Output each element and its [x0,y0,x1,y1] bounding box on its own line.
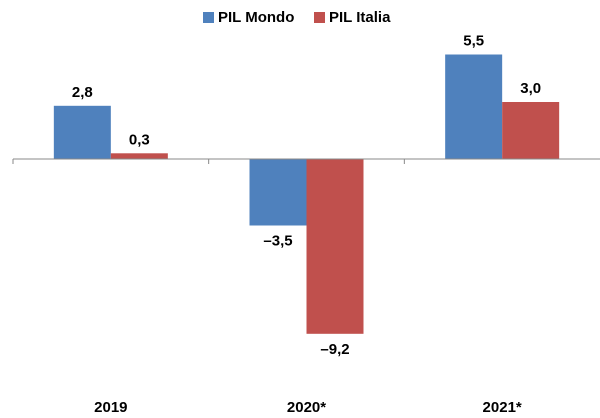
legend-swatch [203,12,214,23]
data-label: 2,8 [72,84,93,101]
bar [502,102,560,159]
bar [53,105,111,159]
legend-label: PIL Mondo [218,9,294,26]
bar [110,153,168,159]
data-label: –9,2 [320,341,349,358]
x-tick-label: 2019 [94,399,127,416]
legend-swatch [314,12,325,23]
data-label: –3,5 [263,232,292,249]
data-label: 3,0 [520,80,541,97]
data-label: 5,5 [463,32,484,49]
bar [306,159,364,334]
data-label: 0,3 [129,131,150,148]
x-tick-label: 2021* [483,399,522,416]
x-tick-label: 2020* [287,399,326,416]
bar [249,159,307,226]
legend-label: PIL Italia [329,9,391,26]
bar [445,54,503,159]
